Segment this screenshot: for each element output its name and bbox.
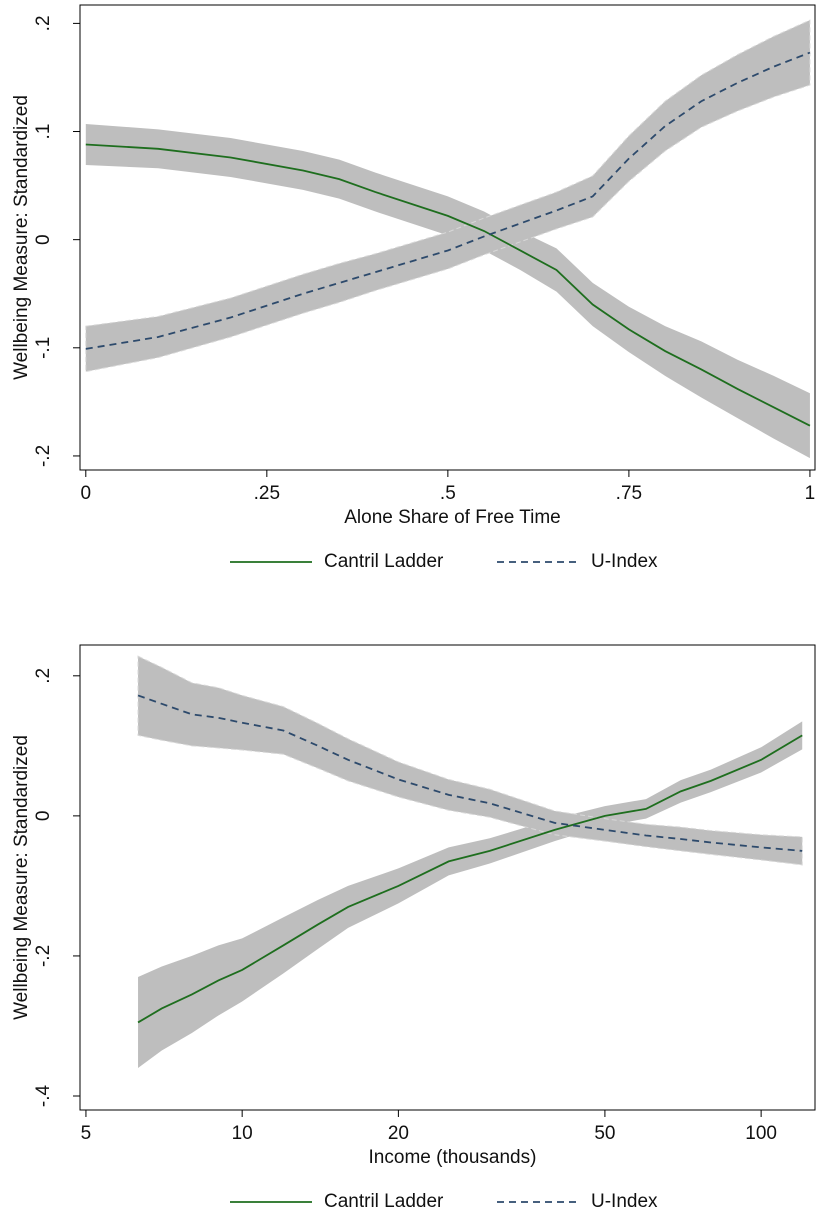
x-axis-label: Income (thousands) xyxy=(369,1147,537,1168)
y-tick-label: -.2 xyxy=(33,945,54,967)
y-tick-label: -.4 xyxy=(33,1084,54,1107)
x-tick-label: 20 xyxy=(388,1123,409,1144)
x-tick-label: 0 xyxy=(81,483,92,504)
legend-label: Cantril Ladder xyxy=(324,551,444,572)
y-tick-label: -.1 xyxy=(33,337,54,359)
y-axis-label: Wellbeing Measure: Standardized xyxy=(11,95,32,380)
y-tick-label: .2 xyxy=(33,668,54,684)
legend-label: U-Index xyxy=(591,1191,658,1212)
x-tick-label: .75 xyxy=(616,483,642,504)
legend-label: U-Index xyxy=(591,551,658,572)
x-tick-label: 5 xyxy=(81,1123,92,1144)
confidence-band xyxy=(85,123,810,459)
y-tick-label: 0 xyxy=(33,234,54,245)
x-tick-label: .25 xyxy=(254,483,280,504)
series-line xyxy=(85,51,811,350)
confidence-band xyxy=(137,655,803,866)
y-tick-label: .1 xyxy=(33,124,54,140)
y-tick-label: 0 xyxy=(33,811,54,822)
x-tick-label: .5 xyxy=(440,483,456,504)
x-tick-label: 10 xyxy=(232,1123,253,1144)
series-line xyxy=(85,143,811,427)
confidence-band xyxy=(138,721,803,1068)
y-axis-label: Wellbeing Measure: Standardized xyxy=(11,735,32,1020)
x-tick-label: 100 xyxy=(745,1123,777,1144)
x-tick-label: 50 xyxy=(594,1123,615,1144)
x-tick-label: 1 xyxy=(805,483,816,504)
x-axis-label: Alone Share of Free Time xyxy=(344,507,561,528)
legend-label: Cantril Ladder xyxy=(324,1191,444,1212)
series-line xyxy=(137,694,803,852)
series-line xyxy=(137,734,803,1024)
y-tick-label: .2 xyxy=(33,15,54,31)
y-tick-label: -.2 xyxy=(33,445,54,467)
